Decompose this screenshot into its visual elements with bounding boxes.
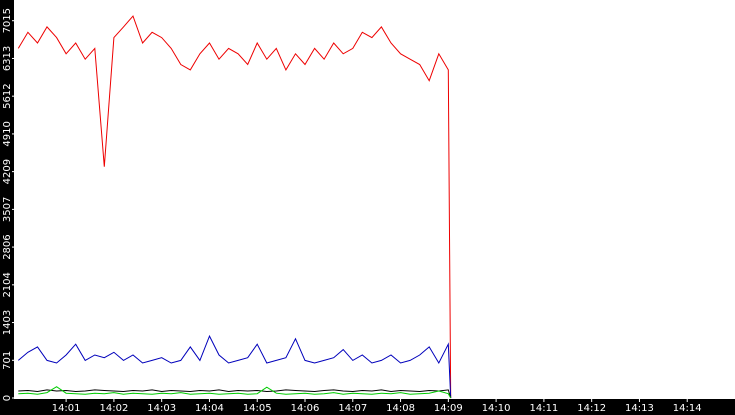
x-tick-label: 14:08 xyxy=(386,403,415,414)
y-tick-label: 3507 xyxy=(2,197,13,222)
x-tick-label: 14:13 xyxy=(625,403,654,414)
y-tick-label: 4209 xyxy=(2,159,13,184)
x-tick-label: 14:05 xyxy=(243,403,272,414)
x-axis-band xyxy=(0,399,735,415)
y-tick-label: 7015 xyxy=(2,8,13,33)
y-tick-label: 5612 xyxy=(2,83,13,108)
y-tick-label: 6313 xyxy=(2,46,13,71)
x-tick-label: 14:03 xyxy=(147,403,176,414)
y-tick-label: 1403 xyxy=(2,310,13,335)
x-tick-label: 14:02 xyxy=(99,403,128,414)
y-tick-label: 2104 xyxy=(2,272,13,297)
x-tick-label: 14:07 xyxy=(338,403,367,414)
x-tick-label: 14:14 xyxy=(673,403,702,414)
y-axis-band xyxy=(0,0,14,415)
x-tick-label: 14:06 xyxy=(291,403,320,414)
y-tick-label: 2806 xyxy=(2,234,13,259)
x-tick-label: 14:11 xyxy=(529,403,558,414)
x-tick-label: 14:10 xyxy=(482,403,511,414)
y-tick-label: 701 xyxy=(2,351,13,370)
series-line xyxy=(17,15,452,399)
x-tick-label: 14:04 xyxy=(195,403,224,414)
x-tick-label: 14:09 xyxy=(434,403,463,414)
x-tick-label: 14:01 xyxy=(52,403,81,414)
y-tick-label: 4910 xyxy=(2,121,13,146)
x-tick-label: 14:12 xyxy=(577,403,606,414)
series-line xyxy=(18,386,452,399)
y-tick-label: 0 xyxy=(2,395,13,401)
series-line xyxy=(17,334,452,399)
series-line xyxy=(18,389,452,399)
